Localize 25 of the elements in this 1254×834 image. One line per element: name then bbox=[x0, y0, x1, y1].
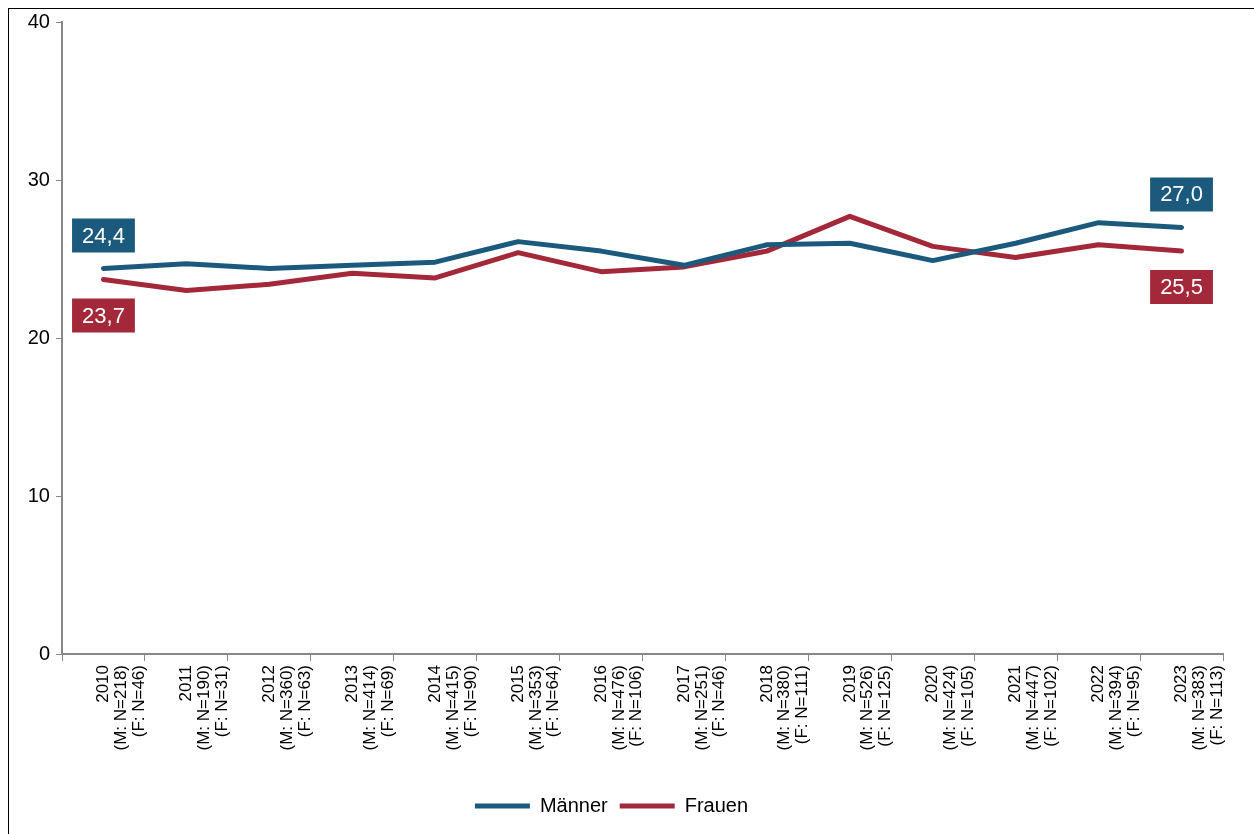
x-tick-label: 2019 (M: N=526) (F: N=125) bbox=[839, 665, 895, 751]
legend-label: Männer bbox=[539, 793, 609, 816]
x-tick-label: 2021 (M: N=447) (F: N=102) bbox=[1005, 665, 1061, 751]
x-tick-label: 2011 (M: N=190) (F: N=31) bbox=[176, 665, 231, 751]
legend-label: Frauen bbox=[684, 793, 749, 816]
y-tick-label: 0 bbox=[38, 641, 50, 664]
x-tick-label: 2013 (M: N=414) (F: N=69) bbox=[341, 665, 397, 751]
x-tick-label: 2022 (M: N=394) (F: N=95) bbox=[1088, 665, 1143, 751]
data-label: 25,5 bbox=[1160, 274, 1203, 300]
y-tick-label: 10 bbox=[27, 483, 50, 506]
x-tick-label: 2014 (M: N=415) (F: N=90) bbox=[424, 665, 480, 751]
x-tick-label: 2010 (M: N=218) (F: N=46) bbox=[93, 665, 148, 751]
x-tick-label: 2018 (M: N=380) (F: N=111) bbox=[756, 665, 812, 751]
x-tick-label: 2020 (M: N=424) (F: N=105) bbox=[922, 665, 978, 751]
data-label: 23,7 bbox=[82, 302, 125, 328]
data-label: 24,4 bbox=[82, 222, 125, 248]
data-label: 27,0 bbox=[1160, 181, 1203, 207]
x-tick-label: 2012 (M: N=360) (F: N=63) bbox=[259, 665, 314, 751]
y-tick-label: 40 bbox=[27, 9, 50, 32]
x-tick-label: 2016 (M: N=476) (F: N=106) bbox=[590, 665, 646, 751]
x-tick-label: 2017 (M: N=251) (F: N=46) bbox=[673, 665, 729, 751]
x-tick-label: 2023 (M: N=383) (F: N=113) bbox=[1171, 665, 1226, 751]
y-tick-label: 20 bbox=[27, 325, 50, 348]
y-tick-label: 30 bbox=[27, 167, 50, 190]
x-tick-label: 2015 (M: N=353) (F: N=64) bbox=[507, 665, 563, 751]
